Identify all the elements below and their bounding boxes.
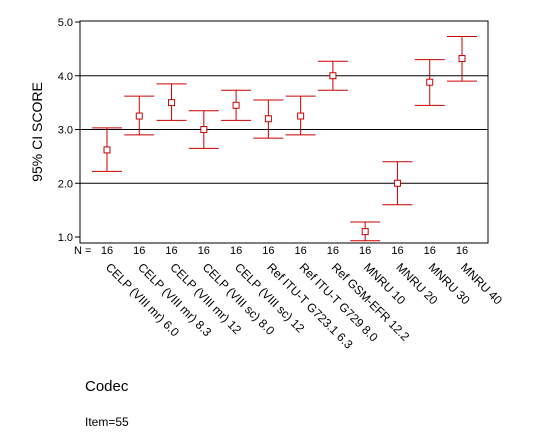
n-value: 16 (230, 245, 242, 257)
n-value: 16 (262, 245, 274, 257)
mean-marker (135, 112, 143, 120)
mean-marker (168, 99, 176, 107)
mean-marker (232, 101, 240, 109)
n-value: 16 (198, 245, 210, 257)
y-axis-label: 95% CI SCORE (29, 82, 45, 182)
n-value: 16 (101, 245, 113, 257)
mean-marker (426, 78, 434, 86)
y-tick-label: 4.0 (58, 71, 73, 83)
n-value: 16 (133, 245, 145, 257)
n-label: N = (74, 245, 91, 257)
mean-marker (361, 228, 369, 236)
y-tick-label: 3.0 (58, 125, 73, 137)
y-tick-label: 2.0 (58, 178, 73, 190)
mean-marker (264, 115, 272, 123)
error-bar (350, 221, 381, 242)
n-value: 16 (424, 245, 436, 257)
n-value: 16 (456, 245, 468, 257)
error-bar (317, 60, 348, 91)
y-tick-label: 5.0 (58, 17, 73, 29)
plot-frame (79, 20, 489, 244)
n-value: 16 (327, 245, 339, 257)
n-value: 16 (295, 245, 307, 257)
error-bar (447, 36, 477, 82)
y-axis-ticks: 1.0 2.0 3.0 4.0 5.0 (58, 17, 80, 244)
mean-marker (103, 146, 111, 154)
error-bar (124, 95, 155, 136)
error-bar (188, 110, 219, 149)
footnote: Item=55 (85, 415, 129, 429)
n-row: N = 16 16 16 16 16 16 16 16 16 16 16 16 (74, 245, 468, 257)
error-bar (285, 95, 316, 136)
error-bar (414, 59, 445, 106)
gridlines (80, 75, 488, 184)
mean-marker (329, 72, 337, 80)
n-value: 16 (359, 245, 371, 257)
y-tick-label: 1.0 (58, 232, 73, 244)
mean-marker (458, 55, 466, 63)
x-axis-label: Codec (85, 378, 129, 395)
error-bars (92, 36, 477, 242)
error-bar (156, 83, 187, 121)
n-value: 16 (165, 245, 177, 257)
error-bar (382, 161, 413, 206)
mean-marker (200, 126, 208, 133)
error-bar (221, 89, 252, 121)
n-value: 16 (391, 245, 403, 257)
error-bar (92, 127, 122, 172)
mean-marker (393, 179, 401, 187)
mean-marker (297, 112, 305, 120)
error-bar (253, 99, 284, 139)
